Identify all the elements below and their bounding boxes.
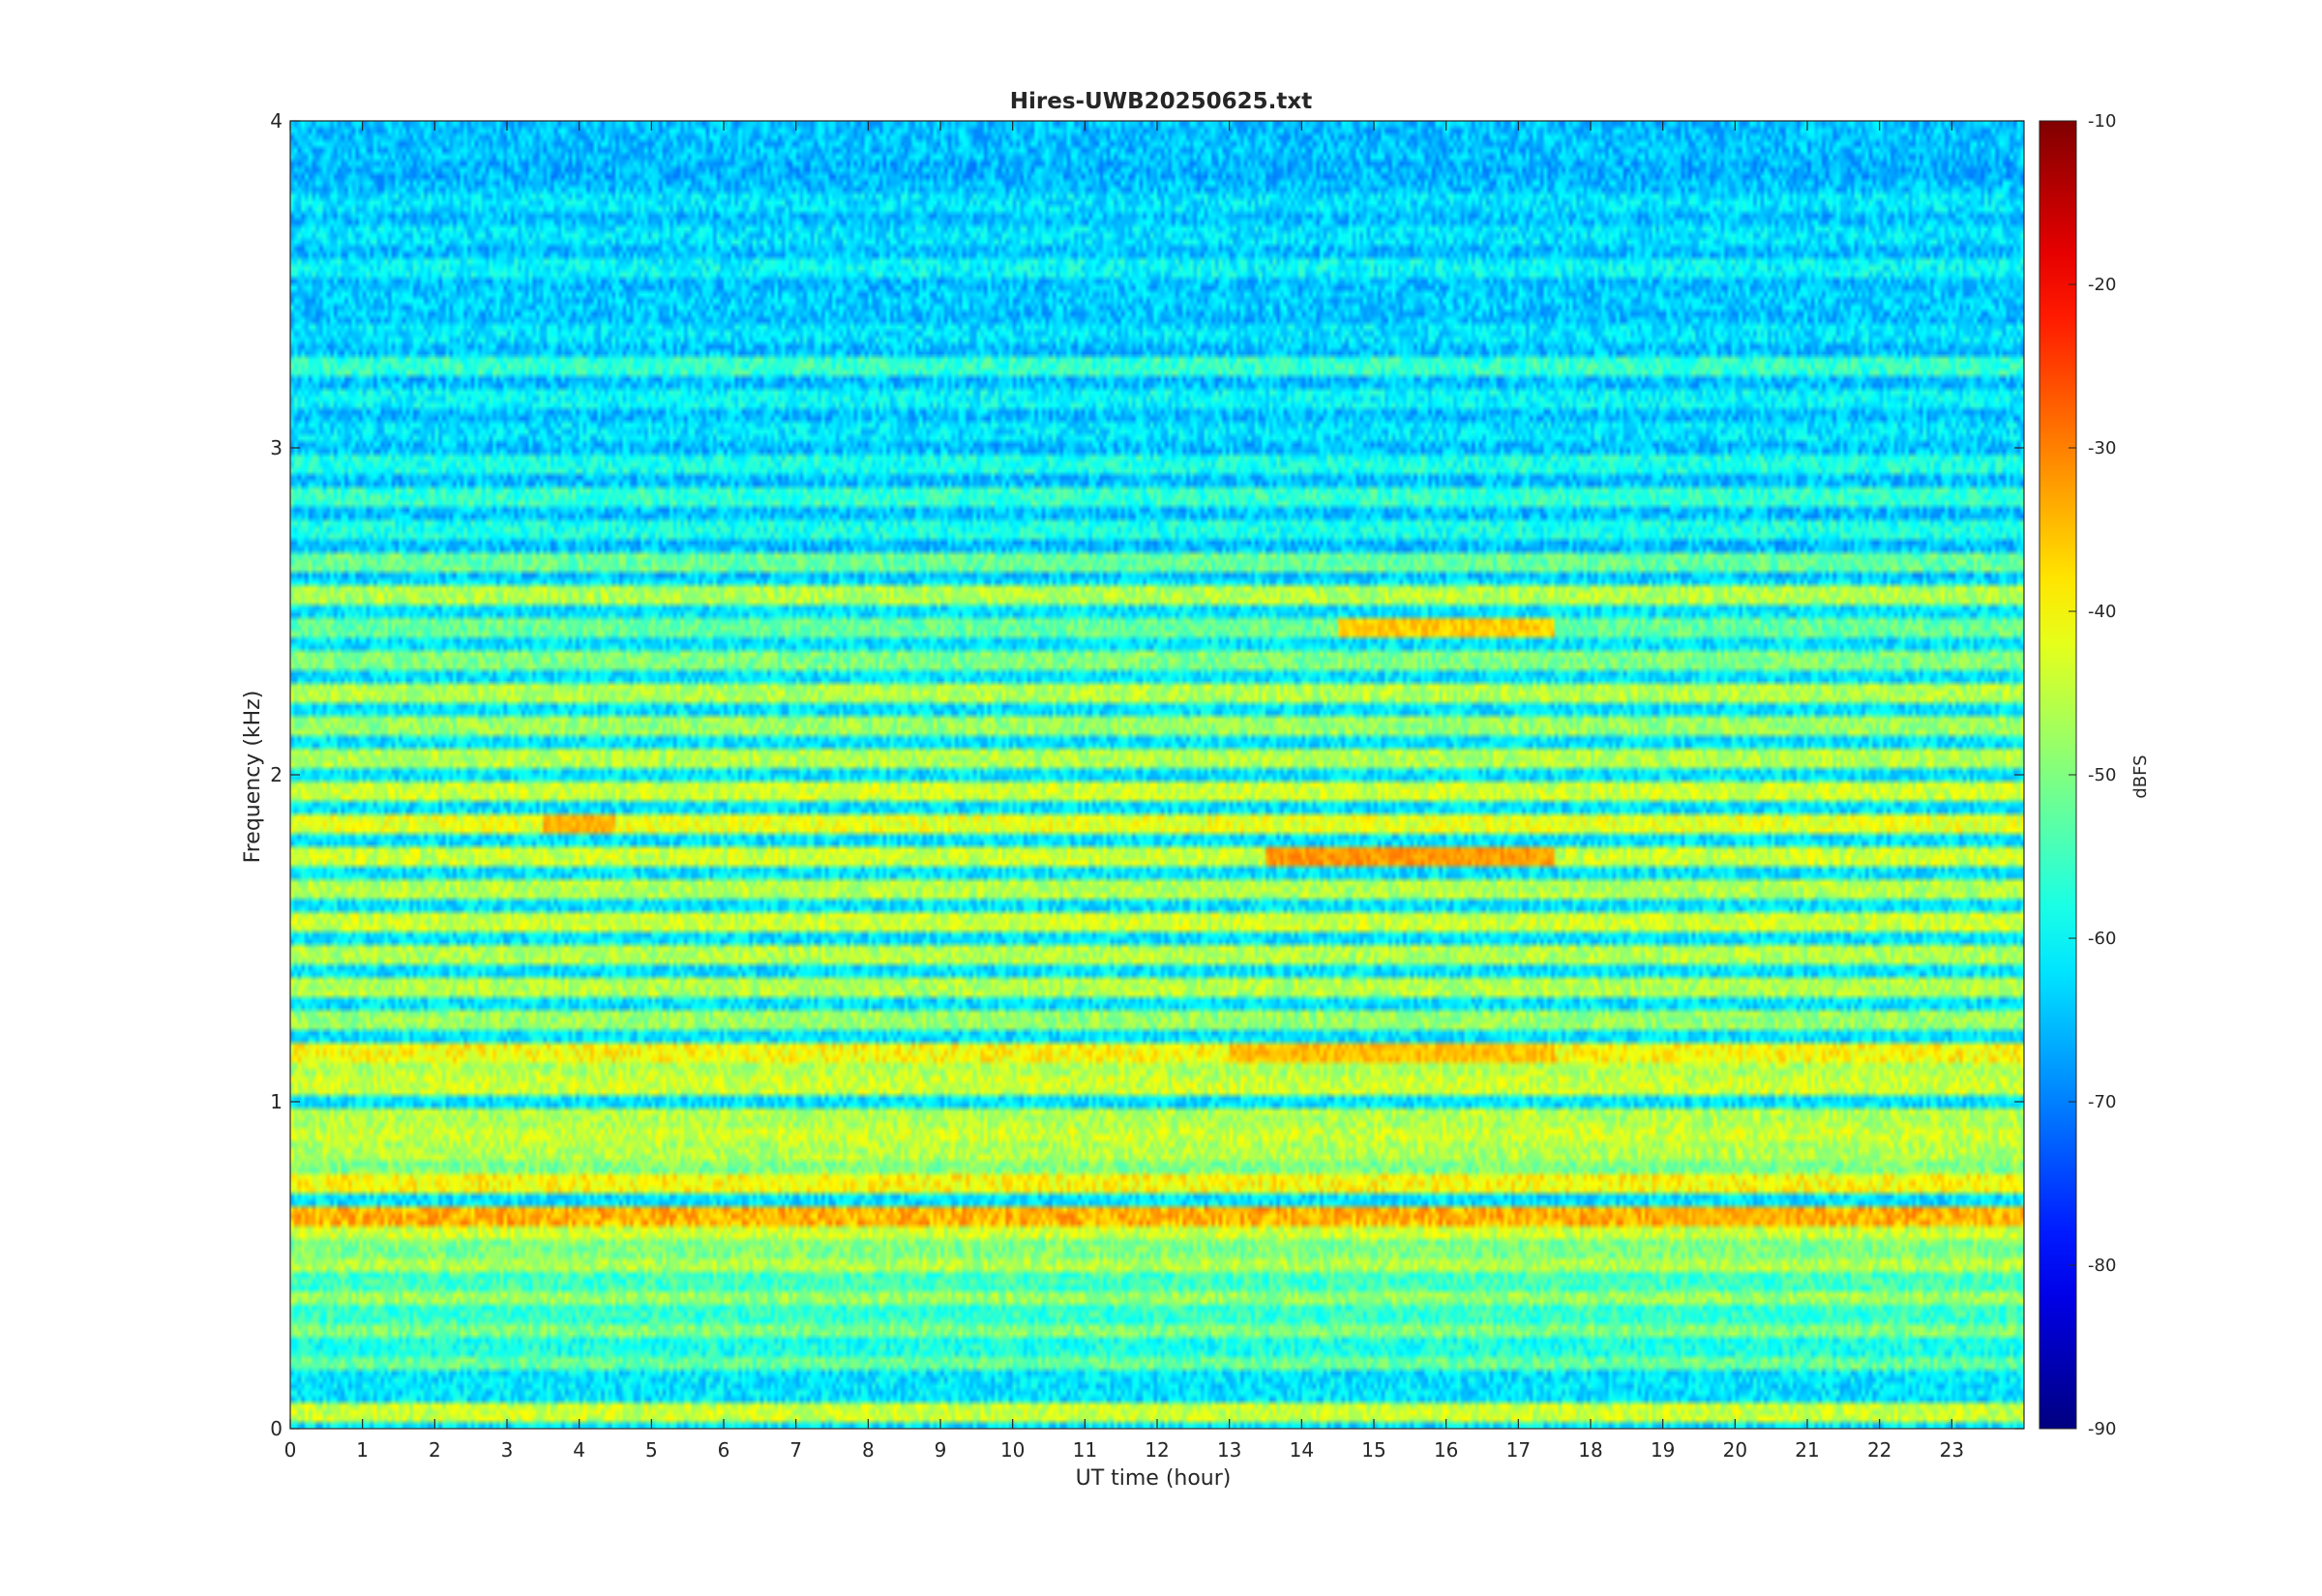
colorbar-tick-label: -10: [2088, 111, 2116, 132]
x-tick-label: 16: [1434, 1438, 1458, 1462]
x-tick-label: 3: [501, 1438, 514, 1462]
colorbar-label: dBFS: [2130, 754, 2151, 798]
y-axis: 0 1 2 3 4: [270, 109, 2024, 1440]
y-tick-label: 0: [270, 1417, 283, 1440]
x-tick-label: 9: [935, 1438, 947, 1462]
x-tick-label: 4: [573, 1438, 585, 1462]
colorbar-ticks: -90 -80 -70 -60 -50 -40 -30 -20 -10: [2069, 111, 2116, 1439]
x-tick-label: 6: [718, 1438, 730, 1462]
colorbar-tick-label: -50: [2088, 765, 2116, 785]
y-tick-label: 1: [270, 1090, 283, 1113]
x-tick-label: 17: [1506, 1438, 1531, 1462]
x-tick-label: 11: [1073, 1438, 1097, 1462]
x-tick-label: 10: [1000, 1438, 1025, 1462]
colorbar-tick-label: -90: [2088, 1419, 2116, 1439]
y-tick-label: 3: [270, 436, 283, 459]
x-tick-label: 14: [1290, 1438, 1314, 1462]
x-tick-label: 19: [1651, 1438, 1675, 1462]
spectrogram-heatmap: [290, 121, 2024, 1429]
colorbar-tick-label: -30: [2088, 438, 2116, 458]
x-tick-label: 5: [645, 1438, 658, 1462]
spectrogram-image: [290, 121, 2024, 1429]
x-tick-label: 20: [1723, 1438, 1747, 1462]
colorbar-tick-label: -40: [2088, 602, 2116, 622]
x-tick-label: 13: [1217, 1438, 1241, 1462]
x-tick-label: 21: [1795, 1438, 1819, 1462]
colorbar-tick-label: -20: [2088, 275, 2116, 295]
x-tick-label: 8: [862, 1438, 875, 1462]
x-tick-label: 18: [1578, 1438, 1602, 1462]
y-tick-label: 4: [270, 109, 283, 133]
x-tick-label: 1: [356, 1438, 369, 1462]
x-axis-label: UT time (hour): [1076, 1466, 1232, 1491]
x-tick-label: 23: [1940, 1438, 1964, 1462]
colorbar-tick-label: -70: [2088, 1092, 2116, 1112]
y-axis-label: Frequency (kHz): [241, 691, 265, 864]
colorbar-tick-label: -60: [2088, 929, 2116, 949]
x-tick-label: 15: [1361, 1438, 1385, 1462]
x-tick-label: 2: [429, 1438, 441, 1462]
x-axis: 0 1 2 3 4 5 6 7 8 9 10 11 12 13 14 15 16 17 18 19 20 21 22 23: [284, 121, 1964, 1462]
x-tick-label: 12: [1145, 1438, 1169, 1462]
chart-title: Hires-UWB20250625.txt: [1010, 89, 1312, 114]
colorbar-tick-label: -80: [2088, 1256, 2116, 1276]
x-tick-label: 0: [284, 1438, 297, 1462]
x-tick-label: 7: [789, 1438, 802, 1462]
x-tick-label: 22: [1867, 1438, 1891, 1462]
y-tick-label: 2: [270, 763, 283, 786]
